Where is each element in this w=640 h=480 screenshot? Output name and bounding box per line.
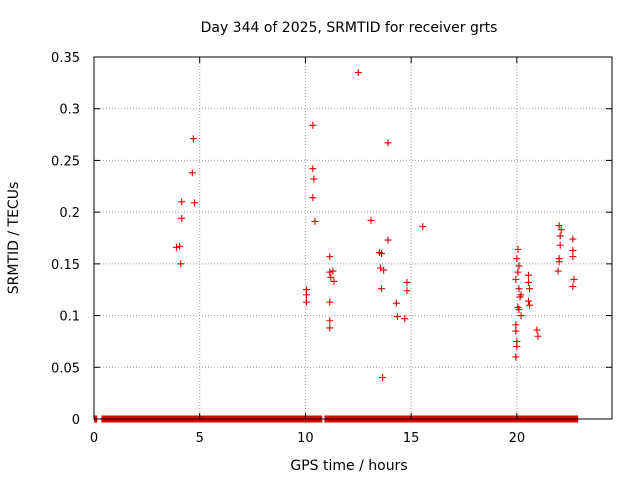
data-point (569, 235, 577, 243)
y-tick-label: 0.05 (51, 361, 80, 376)
data-point (309, 165, 317, 173)
data-point (327, 273, 335, 281)
data-point (393, 313, 401, 321)
data-point (302, 298, 310, 306)
x-tick-label: 10 (297, 431, 314, 446)
data-point (512, 321, 520, 329)
data-point (177, 260, 185, 268)
data-point (556, 232, 564, 240)
data-point (514, 268, 522, 276)
data-point (378, 250, 386, 258)
x-tick-label: 20 (509, 431, 526, 446)
data-point (329, 267, 337, 275)
data-point (524, 297, 532, 305)
data-point (378, 285, 386, 293)
data-point (524, 271, 532, 279)
data-point (526, 285, 534, 293)
x-axis-title: GPS time / hours (290, 458, 407, 474)
y-tick-label: 0.35 (51, 51, 80, 66)
y-tick-label: 0.25 (51, 154, 80, 169)
data-point (534, 332, 542, 340)
data-point (513, 343, 521, 351)
data-point (326, 268, 334, 276)
x-tick-label: 0 (90, 431, 98, 446)
data-point (189, 135, 197, 143)
data-point (526, 301, 534, 309)
data-point (512, 327, 520, 335)
data-point (379, 374, 387, 382)
data-point (570, 275, 578, 283)
data-point (514, 245, 522, 253)
data-point (554, 267, 562, 275)
data-point (190, 199, 198, 207)
data-point (330, 277, 338, 285)
data-point (176, 242, 184, 250)
data-point (302, 291, 310, 299)
data-point (517, 312, 525, 320)
data-point (403, 278, 411, 286)
y-tick-label: 0.15 (51, 258, 80, 273)
data-point (569, 253, 577, 261)
data-point (309, 194, 317, 202)
data-point (178, 214, 186, 222)
data-point (384, 236, 392, 244)
data-point (555, 258, 563, 266)
data-point (419, 223, 427, 231)
x-tick-label: 15 (403, 431, 420, 446)
chart-title: Day 344 of 2025, SRMTID for receiver grt… (201, 20, 498, 36)
data-point (515, 262, 523, 270)
data-point (515, 305, 523, 313)
x-axis-ticks: 0 5 10 15 20 (90, 57, 525, 446)
data-point (367, 216, 375, 224)
plot-frame (93, 56, 613, 420)
data-point (326, 298, 334, 306)
data-point (569, 283, 577, 291)
data-point (515, 285, 523, 293)
y-axis-title: SRMTID / TECUs (6, 182, 22, 295)
data-point (384, 139, 392, 147)
data-point (172, 243, 180, 251)
data-point (188, 169, 196, 177)
y-tick-label: 0.2 (59, 206, 80, 221)
data-point (555, 222, 563, 230)
grid (94, 57, 612, 419)
data-point (380, 266, 388, 274)
y-tick-label: 0.3 (59, 103, 80, 118)
data-point (569, 246, 577, 254)
data-point (517, 291, 525, 299)
data-point (309, 121, 317, 129)
data-point (326, 317, 334, 325)
data-point (512, 353, 520, 361)
data-point (524, 278, 532, 286)
data-point (326, 253, 334, 261)
data-points (172, 69, 578, 382)
data-point (556, 241, 564, 249)
data-point (354, 69, 362, 77)
x-tick-label: 5 (196, 431, 204, 446)
data-point (557, 226, 565, 234)
data-point (392, 299, 400, 307)
data-point (311, 217, 319, 225)
y-tick-label: 0 (72, 413, 80, 428)
data-point (512, 275, 520, 283)
data-point (326, 324, 334, 332)
y-axis-ticks: 0 0.05 0.1 0.15 0.2 0.25 0.3 0.35 (51, 51, 612, 428)
data-point (310, 175, 318, 183)
data-point (178, 198, 186, 206)
data-point (533, 326, 541, 334)
y-tick-label: 0.1 (59, 310, 80, 325)
data-point (513, 255, 521, 263)
data-point (401, 315, 409, 323)
data-point (403, 287, 411, 295)
